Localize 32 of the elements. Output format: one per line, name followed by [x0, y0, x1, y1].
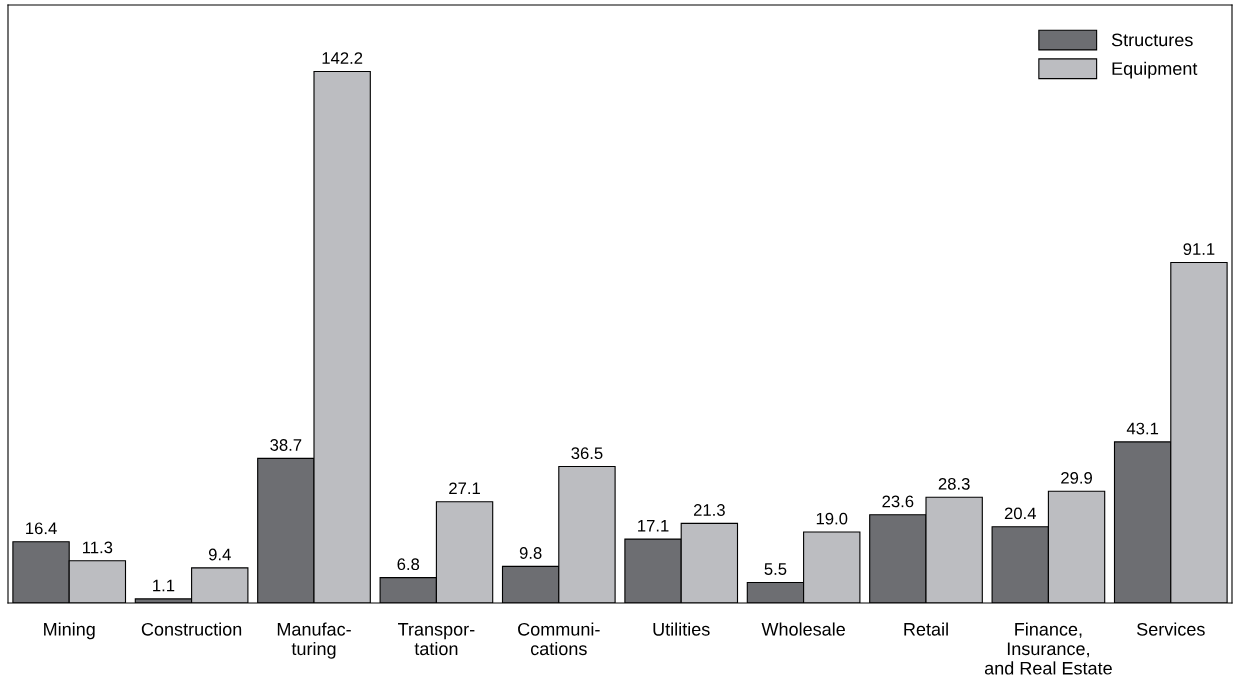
data-label: 9.8 [519, 547, 542, 559]
data-label: 27.1 [449, 482, 480, 495]
data-label: 21.3 [693, 504, 725, 516]
x-tick-label: Wholesale [761, 622, 845, 636]
x-tick-label: Manufac- turing [277, 622, 351, 659]
x-tick-label: Finance, Insurance, and Real Estate [984, 622, 1112, 675]
x-tick-label: Construction [141, 622, 242, 636]
data-label: 36.5 [571, 447, 603, 460]
data-label: 28.3 [938, 477, 970, 490]
data-label: 19.0 [816, 512, 848, 525]
x-tick-label: Services [1137, 622, 1205, 636]
data-label: 5.5 [764, 563, 787, 575]
data-label: 1.1 [153, 579, 175, 592]
x-tick-label: Mining [44, 622, 95, 640]
data-label: 142.2 [322, 52, 363, 64]
data-label: 43.1 [1126, 422, 1159, 435]
x-tick-label: Retail [904, 622, 948, 636]
legend-label: Structures [1111, 33, 1193, 47]
data-label: 20.4 [1004, 507, 1036, 520]
x-tick-label: Utilities [653, 622, 710, 636]
data-label: 16.4 [26, 522, 57, 535]
data-label: 23.6 [882, 495, 914, 508]
data-label: 17.1 [638, 519, 669, 532]
data-label: 9.4 [208, 548, 231, 561]
x-tick-label: Communi- cations [518, 622, 600, 656]
data-label: 11.3 [83, 541, 113, 554]
data-label: 38.7 [270, 439, 302, 451]
x-tick-label: Transpor- tation [398, 623, 475, 656]
data-label: 91.1 [1183, 243, 1215, 255]
data-label: 6.8 [397, 558, 420, 571]
data-label: 29.9 [1061, 471, 1092, 484]
legend-label: Equipment [1112, 61, 1198, 79]
